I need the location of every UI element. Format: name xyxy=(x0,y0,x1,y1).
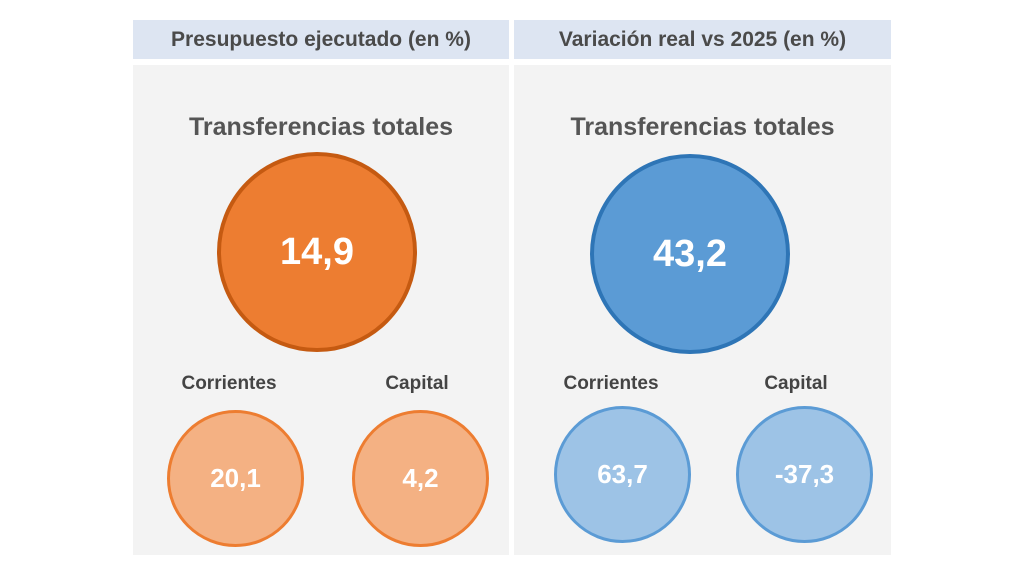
left-capital-value: 4,2 xyxy=(402,463,439,493)
right-capital-circle: -37,3 xyxy=(736,406,873,543)
right-capital-label: Capital xyxy=(764,373,828,394)
left-header: Presupuesto ejecutado (en %) xyxy=(133,20,509,59)
right-corrientes-circle: 63,7 xyxy=(554,406,691,543)
left-total-circle: 14,9 xyxy=(217,152,417,352)
left-total-value: 14,9 xyxy=(280,230,354,273)
left-corrientes-label: Corrientes xyxy=(181,373,277,394)
left-capital-label: Capital xyxy=(385,373,449,394)
left-capital-circle: 4,2 xyxy=(352,410,489,547)
right-title: Transferencias totales xyxy=(570,113,835,141)
right-capital-value: -37,3 xyxy=(774,459,835,489)
left-title: Transferencias totales xyxy=(188,113,453,141)
right-corrientes-label: Corrientes xyxy=(563,373,659,394)
left-corrientes-value: 20,1 xyxy=(210,463,261,493)
left-corrientes-circle: 20,1 xyxy=(167,410,304,547)
right-corrientes-value: 63,7 xyxy=(597,459,648,489)
right-total-value: 43,2 xyxy=(653,232,727,275)
right-header: Variación real vs 2025 (en %) xyxy=(514,20,891,59)
right-total-circle: 43,2 xyxy=(590,154,790,354)
